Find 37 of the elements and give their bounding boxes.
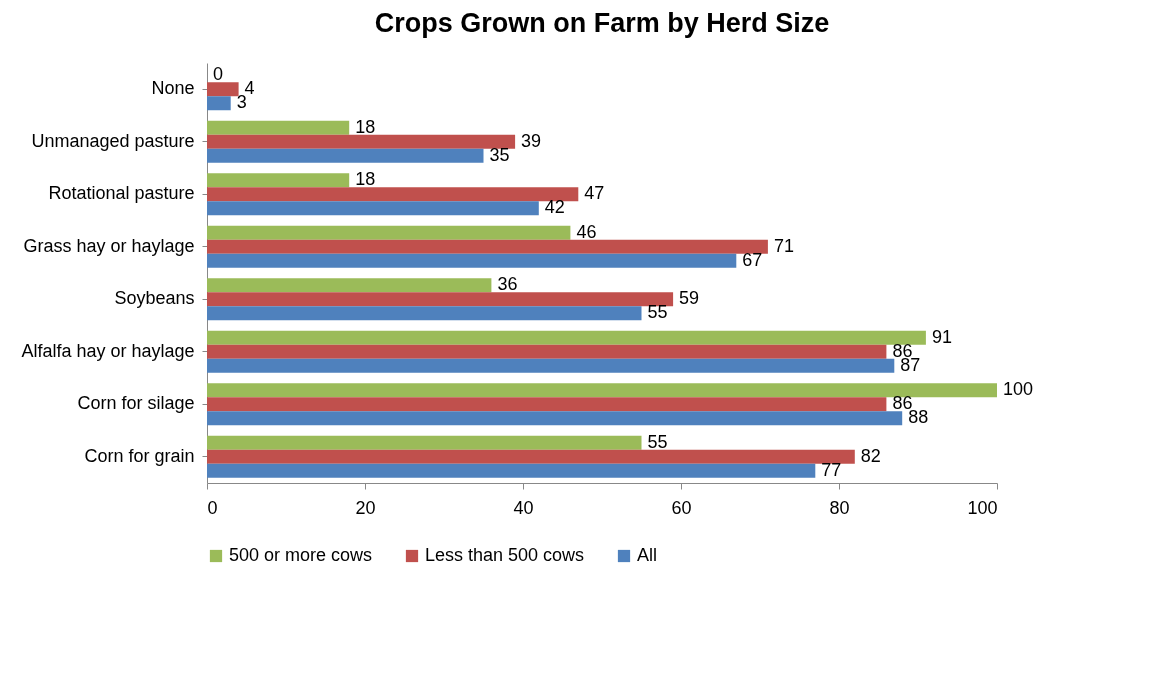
- y-tick-label: Soybeans: [114, 288, 195, 309]
- data-label: 71: [773, 235, 794, 256]
- y-tick-label: Unmanaged pasture: [31, 130, 195, 151]
- y-tick-label: Corn for silage: [77, 393, 195, 414]
- data-label: 59: [679, 288, 700, 309]
- legend-label: Less than 500 cows: [425, 545, 585, 565]
- data-label: 77: [821, 459, 842, 480]
- y-tick-label: Rotational pasture: [48, 183, 195, 204]
- y-tick-label: Alfalfa hay or haylage: [21, 340, 195, 361]
- x-tick-label: 40: [513, 497, 534, 518]
- data-label: 100: [1003, 379, 1034, 400]
- data-label: 36: [497, 274, 518, 295]
- data-label: 55: [647, 431, 668, 452]
- data-label: 0: [213, 64, 224, 85]
- chart-title: Crops Grown on Farm by Herd Size: [374, 8, 830, 38]
- x-tick-label: 60: [671, 497, 692, 518]
- x-tick-label: 0: [207, 497, 218, 518]
- data-label: 35: [489, 144, 510, 165]
- data-label: 91: [931, 326, 952, 347]
- x-tick-label: 100: [967, 497, 998, 518]
- x-tick-label: 20: [355, 497, 376, 518]
- data-label: 82: [860, 445, 881, 466]
- legend-label: 500 or more cows: [229, 545, 373, 565]
- y-tick-label: None: [151, 78, 195, 99]
- legend-label: All: [637, 545, 658, 565]
- data-label: 42: [544, 197, 565, 218]
- y-tick-label: Corn for grain: [84, 445, 195, 466]
- data-label: 47: [584, 183, 605, 204]
- x-tick-label: 80: [829, 497, 850, 518]
- data-label: 18: [355, 169, 376, 190]
- data-label: 18: [355, 116, 376, 137]
- y-tick-label: Grass hay or haylage: [23, 235, 195, 256]
- data-label: 67: [742, 249, 763, 270]
- data-label: 39: [521, 130, 542, 151]
- data-label: 3: [236, 92, 247, 113]
- data-label: 55: [647, 302, 668, 323]
- data-label: 46: [576, 221, 597, 242]
